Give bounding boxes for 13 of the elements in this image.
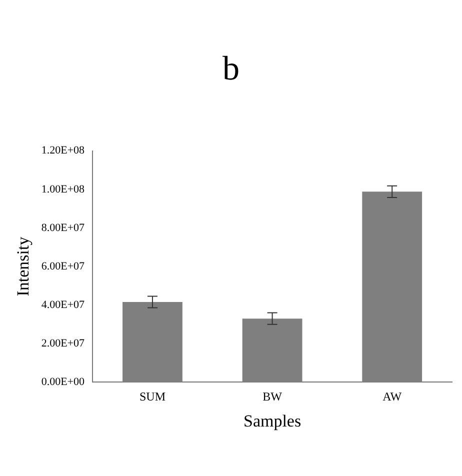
chart-title: b [222, 50, 240, 88]
y-tick-label: 6.00E+07 [41, 260, 86, 272]
x-axis-title: Samples [243, 411, 302, 430]
y-tick-label: 1.20E+08 [41, 144, 86, 157]
y-tick-label: 2.00E+07 [41, 338, 86, 350]
x-tick-label: AW [382, 390, 402, 404]
y-tick-label: 4.00E+07 [41, 298, 86, 311]
x-tick-label: SUM [139, 390, 166, 404]
y-axis-title: Intensity [14, 236, 33, 296]
y-tick-label: 0.00E+00 [41, 376, 86, 388]
y-tick-label: 1.00E+08 [41, 183, 86, 196]
y-tick-label: 8.00E+07 [41, 222, 86, 234]
x-tick-label: BW [262, 390, 283, 404]
